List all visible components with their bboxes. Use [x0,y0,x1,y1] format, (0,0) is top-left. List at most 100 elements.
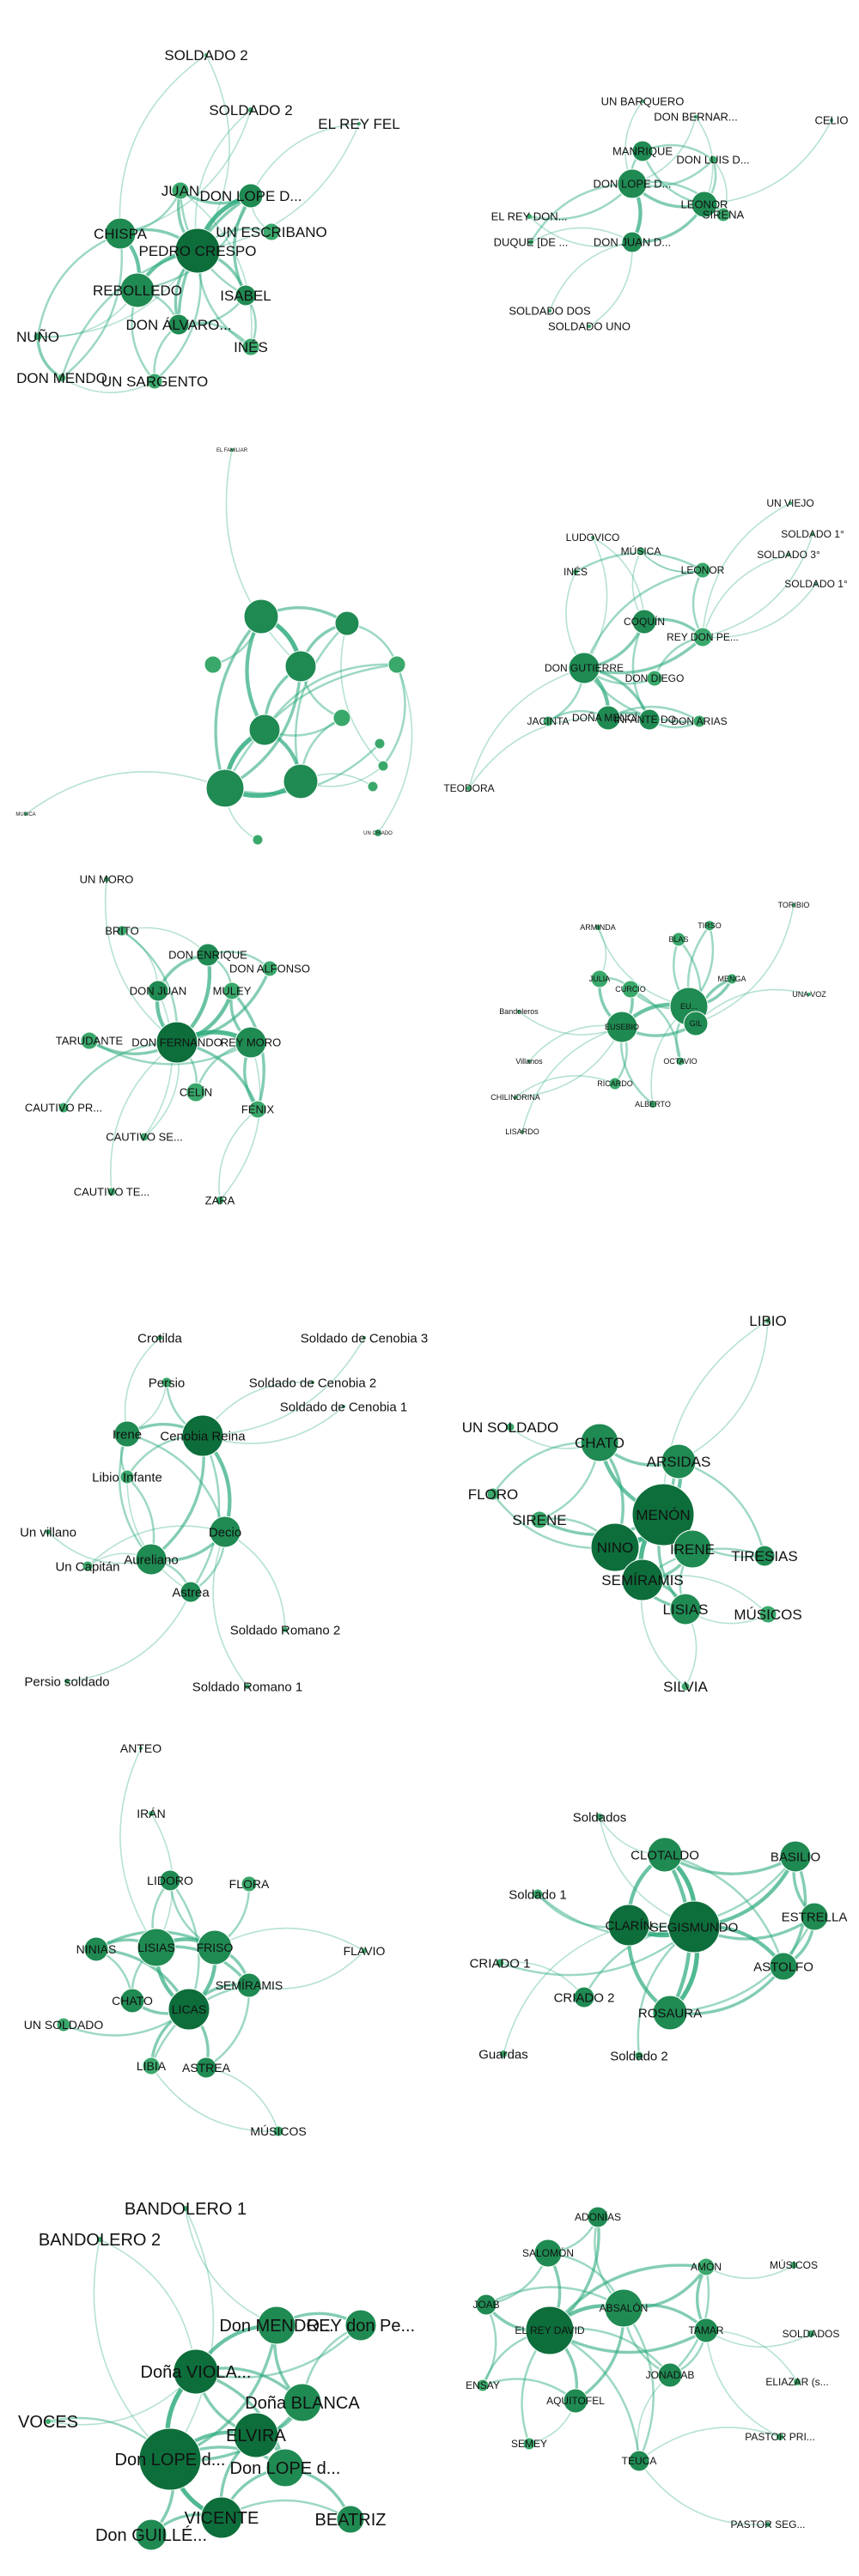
node-label: Soldado de Cenobia 1 [280,1400,407,1414]
graph-node: EUSEBIO [605,1011,639,1043]
node-label: Aureliano [124,1552,178,1567]
graph-node: SEMÍRAMIS [601,1558,684,1601]
node-circle [528,240,533,245]
node-label: ROSAURA [638,2006,702,2020]
node-label: REBOLLEDO [93,283,182,299]
edge [695,904,795,1024]
edge [638,2460,769,2526]
graph-node: CAUTIVO SE... [106,1131,183,1144]
graph-node: ESTRELLA [782,1902,848,1931]
graph-node: LIBIA [137,2057,167,2075]
node-label: SOLDADO 2 [164,47,247,64]
node-circle [367,781,379,793]
node-label: Persio soldado [24,1674,109,1689]
node-label: UN ESCRIBANO [216,224,326,240]
node-label: Villanos [515,1057,543,1066]
node-circle [606,1011,638,1043]
graph-node: Astrea [172,1581,210,1603]
graph-node: CLOTALDO [631,1837,699,1873]
node-label: Un Capitán [55,1559,119,1574]
graph-node: SOLDADOS [783,2328,840,2340]
graph-node: BLAS [668,932,689,947]
node-circle [252,834,264,846]
graph-node: BANDOLERO 1 [125,2200,247,2219]
graph-node: Soldado 2 [610,2049,668,2063]
edge [225,449,302,667]
graph-node: Don LOPE d... [230,2448,341,2488]
node-label: CAUTIVO TE... [74,1186,150,1199]
node-circle [590,1522,640,1572]
node-label: MUSICA [15,812,35,817]
graph-node: RICARDO [597,1077,633,1091]
node-circle [171,181,190,200]
node-circle [283,763,319,799]
graph-node: MENÓN [631,1483,695,1546]
node-label: DON DIEGO [625,672,685,684]
graph-node: CHISPA [94,217,148,250]
node-label: LEONOR [681,564,725,576]
node-label: SOLDADO 1° [781,528,844,540]
node-circle [636,546,646,556]
graph-node: CAUTIVO TE... [74,1186,150,1199]
node-circle [476,2379,490,2392]
network-graph-1: SOLDADO 2 SOLDADO 2 EL REY FEL JUAN DON LOPE… [16,47,400,393]
node-label: IRÁN [137,1807,165,1820]
node-circle [533,2239,563,2268]
node-circle [769,1952,798,1981]
node-label: TARUDANTE [56,1035,124,1048]
edge [180,190,253,348]
graph-node: REY don Pe... [307,2309,415,2342]
node-label: ESTRELLA [782,1910,848,1924]
node-label: DON BERNAR... [654,111,738,124]
node-circle [466,786,472,791]
graph-node: UN SARGENTO [101,373,208,390]
node-label: LISIAS [663,1601,709,1618]
graph-node [252,834,264,846]
edge [530,227,633,243]
graph-node: SEGISMUNDO [650,1900,738,1953]
node-circle [159,1869,181,1892]
node-circle [58,1102,70,1114]
graph-node [284,650,317,683]
edge [702,533,813,638]
graph-node: VOCES [18,2413,78,2432]
node-circle [628,2450,650,2472]
node-circle [532,1888,544,1900]
graph-node: SEMEY [511,2437,547,2451]
node-circle [174,228,221,274]
graph-node: Guardas [478,2047,528,2062]
node-circle [284,650,317,683]
node-circle [334,611,360,636]
node-label: FÉNIX [241,1103,275,1116]
edge [37,250,198,337]
edge [515,1075,616,1098]
node-circle [621,1558,664,1601]
graph-node: LEONOR [681,562,725,579]
node-circle [697,2257,716,2276]
edge [126,1476,192,1593]
edge [515,1026,623,1098]
graph-node: IRÁN [137,1807,165,1820]
node-circle [362,1948,367,1953]
node-label: Soldado Romano 2 [230,1623,340,1637]
edge [705,2330,798,2383]
graph-node: MULEY [213,981,252,1000]
node-label: Don LOPE d... [230,2459,341,2478]
node-circle [777,2433,783,2440]
edge [61,377,155,393]
node-circle [673,1529,712,1569]
graph-node: REY MORO [221,1026,281,1059]
edge [218,1109,259,1201]
graph-node: LICAS [168,1988,210,2031]
graph-node: SOLDADO UNO [548,320,631,333]
node-circle [135,1543,168,1576]
node-circle [542,715,554,727]
node-circle [241,1875,258,1893]
edge [205,2067,279,2132]
graph-node: CHILINDRINA [490,1093,540,1102]
edge [382,664,406,767]
node-label: CLOTALDO [631,1848,699,1862]
graph-node: CELÍN [180,1082,212,1103]
node-circle [587,2206,609,2228]
